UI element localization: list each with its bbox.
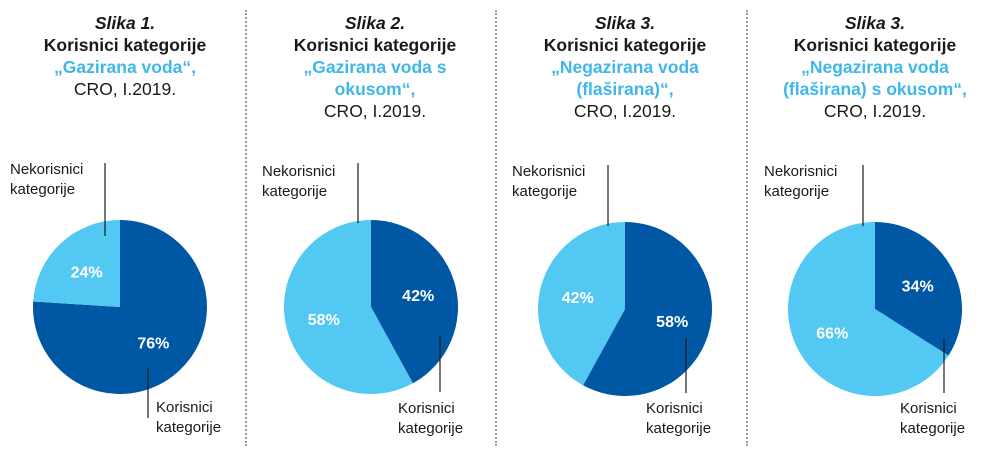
chart-title: Korisnici kategorije: [293, 35, 457, 55]
pie-slice-label: 76%: [137, 336, 169, 353]
chart-meta: CRO, I.2019.: [823, 101, 927, 121]
pie-slice-label: 24%: [71, 265, 103, 282]
pie-slice-label: 58%: [656, 314, 688, 331]
chart-heading: Slika 2. Korisnici kategorije „Gazirana …: [250, 12, 500, 122]
pie-slice-users: [371, 220, 458, 384]
product-name-line: (flaširana) s okusom“,: [783, 79, 967, 99]
pie-slice-users: [32, 220, 207, 394]
non-users-label: Nekorisnici kategorije: [764, 163, 838, 200]
pie-slice-non-users: [538, 222, 625, 386]
chart-panel-3: Slika 3. Korisnici kategorije „Negaziran…: [500, 0, 750, 456]
chart-heading: Slika 3. Korisnici kategorije „Negaziran…: [750, 12, 990, 122]
chart-meta: CRO, I.2019.: [573, 101, 677, 121]
chart-heading: Slika 3. Korisnici kategorije „Negaziran…: [500, 12, 750, 122]
users-label: Korisnici kategorije: [646, 400, 712, 437]
pie-chart: 42% 58%: [283, 163, 458, 394]
non-users-label: Nekorisnici kategorije: [10, 161, 84, 198]
panel-separator: [495, 10, 497, 446]
pie-slice-label: 34%: [902, 279, 934, 296]
chart-title: Korisnici kategorije: [543, 35, 707, 55]
pie-chart: 58% 42%: [538, 165, 713, 396]
chart-panel-2: Slika 2. Korisnici kategorije „Gazirana …: [250, 0, 500, 456]
figure-number: Slika 1.: [94, 13, 156, 33]
non-users-label: Nekorisnici kategorije: [262, 163, 336, 200]
chart-meta: CRO, I.2019.: [73, 79, 177, 99]
panel-separator: [746, 10, 748, 446]
chart-title: Korisnici kategorije: [43, 35, 207, 55]
chart-title: Korisnici kategorije: [793, 35, 957, 55]
pie-slice-label: 66%: [816, 326, 848, 343]
product-name-line: „Gazirana voda s: [303, 57, 447, 77]
product-name-line: okusom“,: [334, 79, 416, 99]
users-label: Korisnici kategorije: [398, 400, 464, 437]
users-label: Korisnici kategorije: [156, 399, 222, 436]
product-name-line: „Gazirana voda“,: [54, 57, 196, 77]
product-name-line: „Negazirana voda: [801, 57, 949, 77]
chart-panel-4: Slika 3. Korisnici kategorije „Negaziran…: [750, 0, 990, 456]
pie-slice-non-users: [283, 220, 413, 394]
chart-meta: CRO, I.2019.: [323, 101, 427, 121]
figure-number: Slika 3.: [844, 13, 906, 33]
pie-slice-users: [583, 222, 713, 396]
chart-panel-1: Slika 1. Korisnici kategorije „Gazirana …: [0, 0, 250, 456]
panel-separator: [245, 10, 247, 446]
pie-slice-label: 58%: [308, 312, 340, 329]
figure-number: Slika 3.: [594, 13, 656, 33]
product-name-line: (flaširana)“,: [576, 79, 674, 99]
chart-heading: Slika 1. Korisnici kategorije „Gazirana …: [0, 12, 250, 100]
product-name-line: „Negazirana voda: [551, 57, 699, 77]
figure-number: Slika 2.: [344, 13, 406, 33]
pie-slice-non-users: [788, 222, 949, 397]
pie-chart: 76% 24%: [32, 163, 207, 418]
pie-slice-users: [875, 221, 963, 356]
non-users-label: Nekorisnici kategorije: [512, 163, 586, 200]
users-label: Korisnici kategorije: [900, 400, 966, 437]
pie-chart: 34% 66%: [788, 165, 963, 397]
pie-slice-label: 42%: [562, 290, 594, 307]
pie-slice-label: 42%: [402, 288, 434, 305]
pie-slice-non-users: [33, 220, 120, 307]
